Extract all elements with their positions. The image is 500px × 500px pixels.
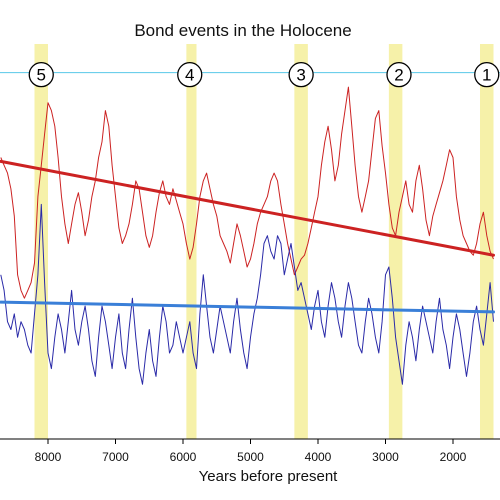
x-tick-label-7000: 7000	[102, 450, 129, 464]
series-lines	[0, 86, 494, 385]
event-label-1: 1	[482, 66, 491, 85]
series-line-1	[0, 86, 494, 299]
event-band-2	[388, 44, 403, 439]
trend-lines	[0, 159, 495, 314]
event-label-4: 4	[185, 66, 194, 85]
event-label-2: 2	[394, 66, 403, 85]
x-axis-ticks: 8000 7000 6000 5000 4000 3000 2000	[35, 439, 467, 464]
x-tick-label-4000: 4000	[305, 450, 332, 464]
event-band-3	[294, 44, 308, 439]
event-marker-4	[177, 61, 203, 88]
x-tick-label-3000: 3000	[372, 450, 399, 464]
chart-title: Bond events in the Holocene	[134, 21, 351, 40]
event-marker-3	[288, 61, 314, 88]
event-marker-1	[474, 61, 500, 88]
x-tick-label-6000: 6000	[170, 450, 197, 464]
series-line-2	[0, 203, 494, 385]
x-axis-label: Years before present	[199, 468, 339, 485]
event-label-3: 3	[296, 66, 305, 85]
event-band-5	[34, 44, 48, 439]
event-label-5: 5	[37, 66, 46, 85]
event-marker-2	[386, 61, 412, 88]
event-band-1	[480, 44, 494, 439]
event-band-4	[186, 44, 197, 439]
trend-line-2	[0, 300, 495, 314]
event-marker-5	[28, 61, 54, 88]
event-bands	[34, 44, 494, 439]
x-tick-label-2000: 2000	[440, 450, 467, 464]
x-tick-label-8000: 8000	[35, 450, 62, 464]
event-markers: 5 4 3 2 1	[28, 61, 500, 88]
x-tick-label-5000: 5000	[237, 450, 264, 464]
trend-line-1	[0, 159, 495, 257]
